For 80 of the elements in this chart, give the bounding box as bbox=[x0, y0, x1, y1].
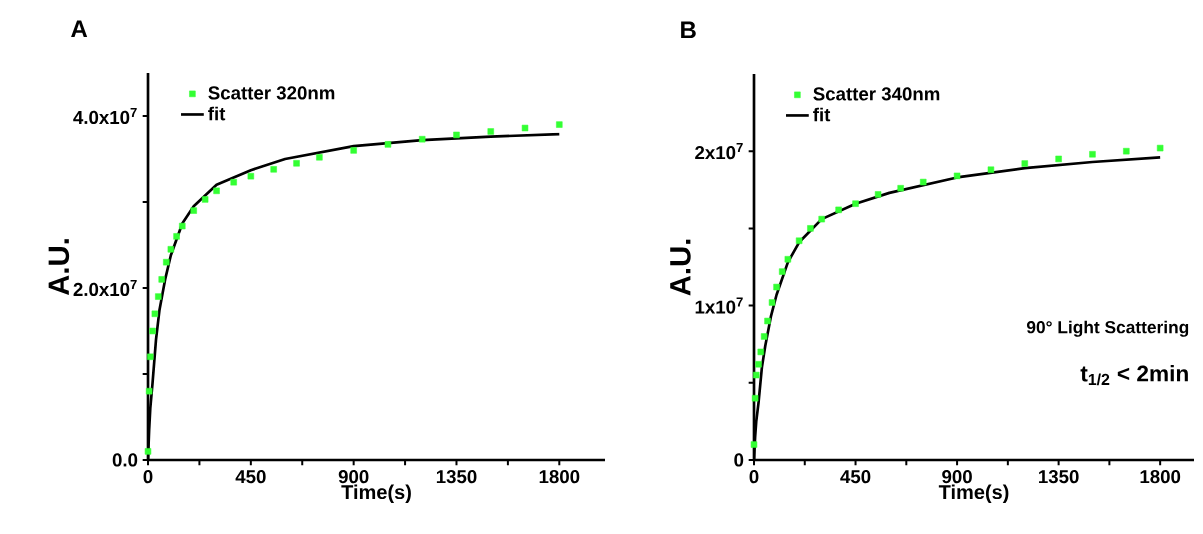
x-axis-title: Time(s) bbox=[938, 484, 1009, 504]
point bbox=[1055, 155, 1062, 163]
point bbox=[750, 441, 758, 448]
point bbox=[293, 160, 300, 167]
y-tick-label: 0.0 bbox=[112, 453, 138, 467]
x-tick-label: 900 bbox=[338, 470, 369, 484]
x-tick-label: 1350 bbox=[436, 470, 477, 484]
point bbox=[149, 327, 156, 335]
point bbox=[953, 172, 961, 180]
point bbox=[487, 128, 494, 135]
x-axis-title: Time(s) bbox=[341, 484, 411, 504]
y-tick-label: 1x10$^{7}$ bbox=[695, 297, 743, 314]
point bbox=[453, 131, 460, 139]
chart-title: B bbox=[681, 21, 696, 39]
x-tick-label: 1800 bbox=[1140, 470, 1181, 484]
point bbox=[167, 246, 175, 253]
point bbox=[230, 179, 237, 186]
y-tick-label: 2.0x10$^{7}$ bbox=[73, 279, 137, 297]
point bbox=[795, 237, 803, 244]
point bbox=[920, 178, 927, 186]
point bbox=[151, 310, 159, 317]
x-tick-label: 900 bbox=[942, 470, 972, 484]
legend-label: Scatter 320nm bbox=[208, 86, 335, 100]
point bbox=[179, 222, 186, 230]
x-tick-label: 450 bbox=[235, 470, 266, 484]
point bbox=[384, 141, 392, 148]
x-tick-label: 1350 bbox=[1039, 470, 1079, 484]
point bbox=[764, 317, 771, 325]
legend-label: fit bbox=[813, 107, 831, 122]
point bbox=[201, 196, 209, 203]
point bbox=[874, 191, 882, 198]
point bbox=[419, 136, 426, 143]
y-axis-title: A.U. bbox=[670, 239, 691, 296]
point bbox=[145, 387, 153, 395]
point bbox=[1021, 160, 1028, 167]
y-tick-label: 2x10$^{7}$ bbox=[695, 143, 743, 160]
annotation: t$_{1/2}$ < 2min bbox=[1080, 364, 1188, 386]
point bbox=[247, 172, 255, 180]
point bbox=[173, 233, 180, 240]
y-tick-label: 0 bbox=[734, 453, 744, 467]
x-tick-label: 0 bbox=[749, 470, 759, 484]
point bbox=[1123, 147, 1130, 155]
point bbox=[768, 299, 776, 306]
point bbox=[751, 395, 759, 402]
x-tick-label: 1800 bbox=[539, 470, 580, 484]
point bbox=[270, 166, 277, 173]
point bbox=[144, 448, 152, 455]
point bbox=[835, 206, 842, 214]
legend-label: fit bbox=[208, 106, 226, 121]
point bbox=[987, 166, 995, 173]
point bbox=[897, 185, 904, 192]
x-tick-label: 450 bbox=[840, 470, 871, 484]
point bbox=[779, 268, 786, 275]
point bbox=[755, 361, 762, 368]
point bbox=[818, 215, 825, 223]
point bbox=[158, 276, 165, 283]
point bbox=[521, 124, 529, 132]
point bbox=[852, 200, 859, 207]
point bbox=[1156, 144, 1164, 152]
point bbox=[556, 121, 563, 128]
point bbox=[784, 256, 792, 263]
point bbox=[213, 187, 220, 195]
point bbox=[316, 154, 323, 161]
point bbox=[163, 258, 170, 266]
point bbox=[1089, 151, 1096, 158]
point bbox=[147, 353, 154, 360]
point bbox=[190, 207, 197, 214]
point bbox=[807, 225, 814, 232]
point bbox=[757, 348, 764, 356]
x-tick-label: 0 bbox=[143, 470, 153, 484]
chart-title: A bbox=[71, 20, 88, 38]
point bbox=[753, 371, 760, 379]
point bbox=[760, 333, 768, 340]
legend-label: Scatter 340nm bbox=[813, 87, 940, 101]
y-axis-title: A.U. bbox=[48, 239, 70, 296]
y-tick-label: 4.0x10$^{7}$ bbox=[73, 107, 137, 125]
point bbox=[155, 293, 162, 300]
annotation: 90° Light Scattering bbox=[1026, 320, 1189, 337]
point bbox=[773, 283, 780, 291]
point bbox=[350, 147, 357, 154]
